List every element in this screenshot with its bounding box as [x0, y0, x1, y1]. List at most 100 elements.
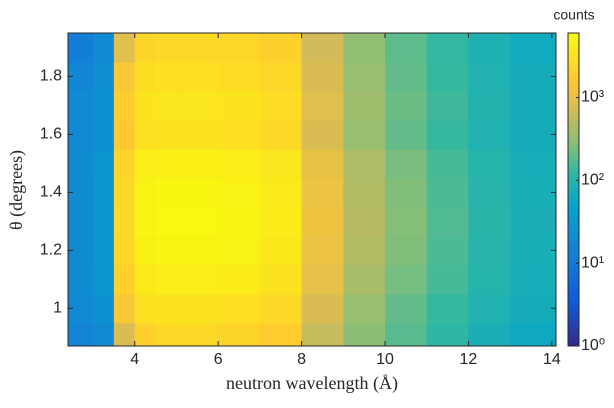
heat-cell	[468, 177, 511, 208]
colorbar-swatch	[568, 132, 579, 136]
heat-cell	[155, 177, 183, 208]
colorbar-swatch	[568, 59, 579, 63]
heat-cell	[113, 322, 136, 346]
x-axis-label: neutron wavelength (Å)	[226, 373, 398, 394]
colorbar-swatch	[568, 270, 579, 274]
heat-cell	[384, 235, 428, 266]
colorbar-swatch	[568, 90, 579, 94]
colorbar-swatch	[568, 194, 579, 198]
colorbar-swatch	[568, 176, 579, 180]
colorbar-swatch	[568, 48, 579, 52]
colorbar-tick-label: 10³	[581, 89, 605, 106]
colorbar-swatch	[568, 283, 579, 287]
heat-cell	[426, 264, 469, 295]
colorbar-swatch	[568, 314, 579, 318]
heat-cell	[181, 264, 219, 295]
heat-cell	[113, 177, 136, 208]
heat-cell	[468, 206, 511, 237]
heat-cell	[510, 264, 556, 295]
y-tick-label: 1.6	[40, 126, 62, 143]
colorbar-swatch	[568, 56, 579, 60]
colorbar-swatch	[568, 46, 579, 50]
heat-cell	[301, 264, 344, 295]
heat-cell	[134, 322, 157, 346]
colorbar-swatch	[568, 327, 579, 331]
colorbar-swatch	[568, 325, 579, 329]
colorbar-swatch	[568, 33, 579, 37]
heat-cell	[155, 206, 183, 237]
heat-cell	[134, 206, 157, 237]
colorbar-swatch	[568, 74, 579, 78]
x-tick-label: 6	[214, 351, 223, 368]
colorbar-swatch	[568, 92, 579, 97]
colorbar-swatch	[568, 304, 579, 308]
colorbar-swatch	[568, 155, 579, 159]
colorbar-swatch	[568, 272, 579, 277]
colorbar-swatch	[568, 38, 579, 42]
x-tick-label: 10	[376, 351, 394, 368]
colorbar-swatch	[568, 150, 579, 154]
heat-cell	[259, 33, 303, 63]
heat-cell	[259, 322, 303, 346]
colorbar-swatch	[568, 205, 579, 209]
heat-cell	[343, 61, 386, 92]
colorbar-swatch	[568, 278, 579, 282]
y-axis-label: θ (degrees)	[6, 150, 27, 230]
heat-cell	[181, 177, 219, 208]
colorbar-swatch	[568, 79, 579, 84]
colorbar-swatch	[568, 332, 579, 337]
heat-cell	[113, 235, 136, 266]
heat-cell	[113, 119, 136, 150]
heat-cell	[301, 148, 344, 179]
heat-cell	[426, 119, 469, 150]
heat-cell	[218, 177, 261, 208]
heat-cell	[218, 206, 261, 237]
colorbar	[568, 33, 579, 347]
heat-cell	[384, 322, 428, 346]
colorbar-swatch	[568, 309, 579, 313]
heat-cell	[218, 90, 261, 121]
heat-cell	[426, 235, 469, 266]
heat-cell	[155, 33, 183, 63]
heat-cell	[384, 33, 428, 63]
heat-cell	[155, 61, 183, 92]
colorbar-swatch	[568, 64, 579, 68]
heat-cell	[134, 90, 157, 121]
heat-cell	[468, 293, 511, 324]
heat-cell	[68, 264, 94, 295]
colorbar-swatch	[568, 233, 579, 237]
heat-cell	[259, 206, 303, 237]
heat-cell	[343, 90, 386, 121]
heat-cell	[113, 90, 136, 121]
colorbar-swatch	[568, 228, 579, 232]
colorbar-swatch	[568, 330, 579, 334]
colorbar-swatch	[568, 317, 579, 321]
heat-cell	[301, 206, 344, 237]
heat-cell	[113, 61, 136, 92]
heat-cell	[384, 177, 428, 208]
heat-cell	[426, 293, 469, 324]
heat-cell	[343, 177, 386, 208]
colorbar-swatch	[568, 116, 579, 120]
heat-cell	[384, 293, 428, 324]
heat-cell	[181, 61, 219, 92]
colorbar-swatch	[568, 267, 579, 271]
heatmap	[68, 33, 556, 346]
colorbar-swatch	[568, 231, 579, 235]
colorbar-swatch	[568, 163, 579, 167]
heat-cell	[426, 148, 469, 179]
heat-cell	[301, 177, 344, 208]
colorbar-swatch	[568, 119, 579, 123]
heat-cell	[134, 235, 157, 266]
heat-cell	[93, 206, 115, 237]
heat-cell	[259, 148, 303, 179]
heat-cell	[426, 206, 469, 237]
axes-box	[67, 32, 557, 347]
colorbar-swatch	[568, 158, 579, 162]
heat-cell	[468, 61, 511, 92]
y-tick-label: 1.4	[40, 184, 62, 201]
colorbar-swatch	[568, 103, 579, 107]
heat-cell	[468, 33, 511, 63]
x-tick-label: 12	[460, 351, 478, 368]
x-tick-label: 14	[543, 351, 561, 368]
